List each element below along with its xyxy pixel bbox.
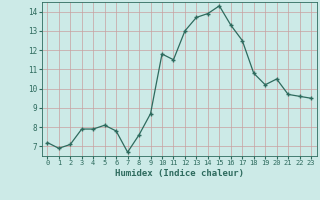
- X-axis label: Humidex (Indice chaleur): Humidex (Indice chaleur): [115, 169, 244, 178]
